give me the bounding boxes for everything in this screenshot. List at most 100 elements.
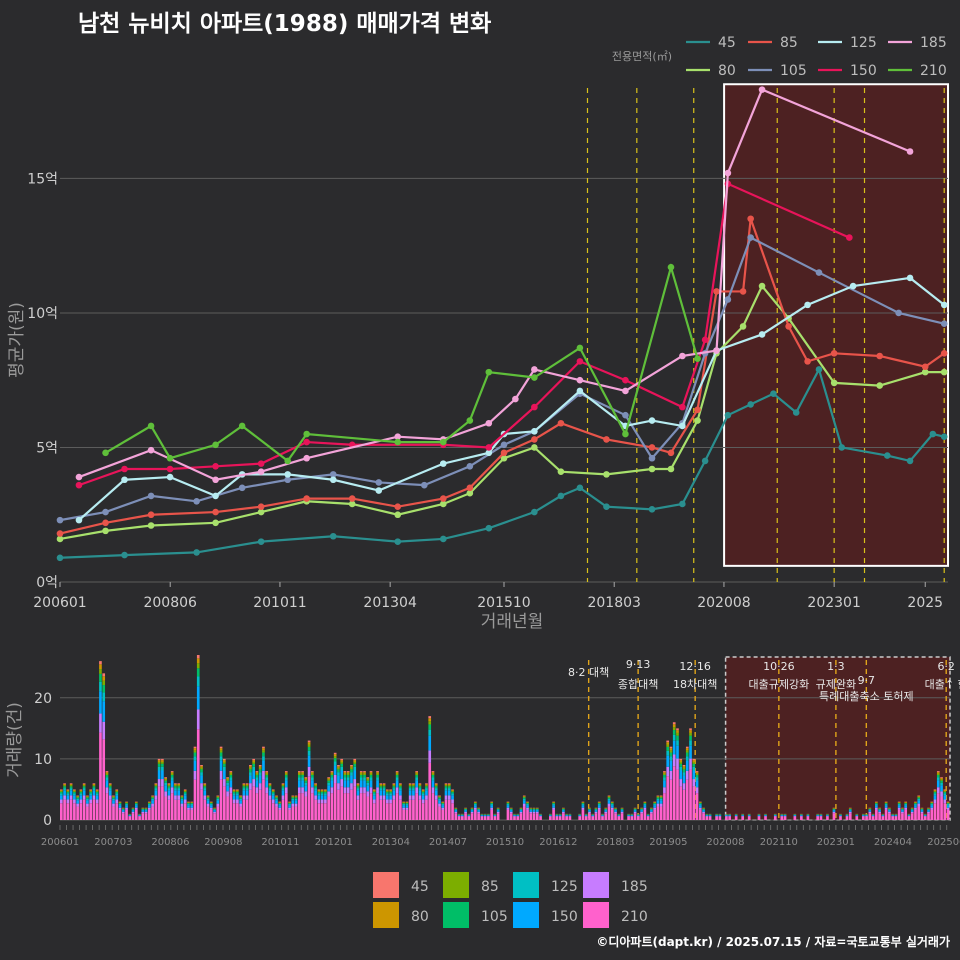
bar-segment-80 [685, 748, 689, 751]
bar-segment-45 [376, 771, 379, 773]
bar-segment-150 [301, 780, 304, 788]
bar-segment-150 [451, 795, 454, 800]
bar-segment-125 [444, 788, 448, 791]
bar-segment-150 [405, 805, 409, 808]
bar-segment-105 [594, 808, 598, 810]
series-point-125 [531, 428, 538, 435]
bar-segment-125 [470, 809, 474, 811]
bar-segment-185 [297, 787, 301, 794]
bar-segment-105 [643, 803, 647, 805]
bar-segment-185 [395, 787, 399, 794]
bar-segment-125 [620, 809, 624, 811]
bar-segment-85 [154, 785, 158, 787]
series-point-80 [439, 500, 447, 508]
bar-segment-125 [324, 793, 327, 796]
bar-segment-210 [601, 816, 604, 820]
bar-segment-105 [943, 791, 947, 794]
bar-segment-85 [258, 767, 262, 770]
bar-segment-150 [271, 795, 275, 800]
bar-segment-210 [115, 803, 119, 820]
bar-segment-105 [447, 786, 451, 789]
bar-segment-125 [653, 804, 656, 806]
series-point-185 [147, 446, 155, 454]
series-point-125 [166, 473, 174, 481]
bar-segment-80 [73, 790, 76, 791]
bar-segment-150 [539, 815, 542, 816]
bar-segment-105 [509, 808, 513, 810]
bar-segment-85 [685, 750, 689, 753]
bar-segment-125 [363, 777, 366, 781]
bar-segment-125 [884, 804, 888, 806]
bar-segment-105 [242, 786, 246, 789]
bar-segment-150 [920, 810, 924, 812]
bar-segment-125 [431, 777, 435, 781]
bar-segment-210 [861, 816, 865, 820]
series-point-85 [921, 363, 929, 371]
bar-segment-105 [327, 780, 330, 783]
series-point-105 [329, 471, 337, 478]
bar-segment-150 [868, 810, 872, 812]
bar-segment-150 [366, 785, 370, 792]
bar-segment-185 [845, 815, 849, 817]
bar-segment-185 [193, 770, 197, 780]
series-point-45 [648, 506, 656, 513]
bar-segment-45 [366, 777, 370, 779]
bar-segment-185 [180, 803, 184, 807]
bar-segment-210 [522, 806, 526, 820]
bar-segment-125 [262, 756, 265, 761]
bar-segment-185 [209, 807, 213, 810]
bar-segment-80 [933, 790, 937, 791]
bar-segment-125 [832, 809, 836, 811]
series-point-80 [557, 468, 565, 475]
bar-segment-105 [190, 803, 194, 805]
bar-segment-85 [526, 802, 529, 804]
bar-legend-label-80: 80 [411, 909, 429, 925]
bar-segment-210 [509, 813, 513, 820]
bar-segment-45 [324, 789, 327, 791]
series-point-45 [940, 433, 948, 441]
bar-segment-185 [418, 795, 422, 800]
bar-segment-85 [474, 802, 477, 804]
bar-segment-105 [372, 791, 376, 794]
bar-segment-210 [604, 813, 608, 820]
bar-segment-125 [164, 782, 167, 786]
bar-segment-45 [177, 783, 181, 785]
bar-segment-210 [451, 803, 454, 820]
series-point-80 [694, 417, 701, 424]
bar-segment-150 [627, 815, 630, 816]
bar-segment-80 [917, 796, 921, 797]
bar-segment-85 [386, 790, 389, 792]
bar-segment-45 [73, 789, 76, 791]
bar-segment-185 [656, 803, 660, 807]
bar-segment-80 [206, 796, 210, 797]
bar-segment-85 [99, 669, 102, 674]
bar-segment-125 [258, 772, 262, 776]
bar-segment-210 [209, 809, 213, 820]
bar-segment-85 [607, 796, 611, 798]
bar-segment-85 [415, 773, 419, 776]
bar-segment-210 [933, 803, 937, 820]
bar-segment-85 [679, 761, 683, 764]
bar-segment-125 [69, 788, 73, 791]
bar-segment-185 [496, 811, 500, 814]
bar-segment-105 [676, 735, 679, 741]
legend-title: 전용면적(㎡) [612, 50, 672, 63]
bar-segment-210 [907, 816, 911, 820]
bar-segment-85 [421, 790, 425, 792]
bar-segment-150 [340, 770, 344, 780]
bar-segment-210 [633, 813, 637, 820]
bar-segment-210 [477, 813, 480, 820]
bar-segment-80 [327, 778, 330, 780]
bar-segment-150 [584, 815, 588, 816]
bar-segment-210 [914, 809, 917, 820]
bar-segment-125 [73, 793, 76, 796]
series-point-85 [747, 215, 754, 223]
bar-segment-125 [229, 777, 233, 781]
bar-segment-125 [679, 766, 683, 771]
bar-segment-80 [451, 790, 454, 791]
bar-segment-105 [252, 763, 256, 767]
bar-segment-185 [725, 815, 728, 817]
bar-segment-185 [552, 807, 555, 810]
x-tick-label: 202008 [697, 595, 750, 611]
bar-segment-80 [105, 772, 109, 774]
